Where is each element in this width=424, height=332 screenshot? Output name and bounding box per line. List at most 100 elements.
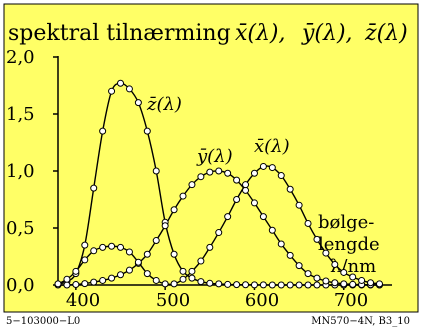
data-point-x-bar <box>108 242 116 250</box>
data-point-z-bar <box>81 241 89 249</box>
data-point-y-bar <box>161 222 169 230</box>
data-point-y-bar <box>63 281 71 289</box>
series-label-z: z̄(λ) <box>146 94 182 115</box>
chart-title-symbol-x: x̄(λ), <box>235 21 286 46</box>
data-point-z-bar <box>197 278 205 286</box>
data-point-z-bar <box>250 281 258 289</box>
footer-right-code: MN570−4N, B3_10 <box>311 316 410 327</box>
data-point-z-bar <box>117 79 125 87</box>
x-tick-label: 500 <box>156 290 190 311</box>
data-point-y-bar <box>215 167 223 175</box>
data-point-z-bar <box>108 87 116 95</box>
data-point-x-bar <box>125 248 133 256</box>
y-tick-label: 2,0 <box>6 47 35 68</box>
data-point-x-bar <box>242 181 250 189</box>
y-tick-label: 1,0 <box>6 161 35 182</box>
chart-title-symbol-y: ȳ(λ), <box>301 21 353 46</box>
y-tick-label: 0,5 <box>6 218 35 239</box>
data-point-x-bar <box>358 276 366 284</box>
data-point-y-bar <box>268 226 276 234</box>
x-tick-label: 700 <box>334 290 368 311</box>
data-point-z-bar <box>215 280 223 288</box>
data-point-z-bar <box>90 184 98 192</box>
data-point-x-bar <box>313 235 321 243</box>
data-point-y-bar <box>250 199 258 207</box>
data-point-z-bar <box>179 267 187 275</box>
data-point-x-bar <box>295 201 303 209</box>
data-point-y-bar <box>117 271 125 279</box>
data-point-y-bar <box>72 281 80 289</box>
data-point-z-bar <box>125 85 133 93</box>
data-point-y-bar <box>197 173 205 181</box>
data-point-y-bar <box>170 206 178 214</box>
data-point-y-bar <box>81 280 89 288</box>
data-point-x-bar <box>268 164 276 172</box>
data-point-y-bar <box>313 274 321 282</box>
data-point-x-bar <box>375 280 383 288</box>
data-point-x-bar <box>81 256 89 264</box>
data-point-y-bar <box>99 276 107 284</box>
data-point-y-bar <box>125 266 133 274</box>
data-point-x-bar <box>99 243 107 251</box>
data-point-y-bar <box>277 240 285 248</box>
data-point-x-bar <box>233 196 241 203</box>
data-point-z-bar <box>188 274 196 282</box>
data-point-x-bar <box>322 249 330 257</box>
x-tick-label: 400 <box>66 290 100 311</box>
data-point-x-bar <box>197 257 205 265</box>
data-point-z-bar <box>206 279 214 287</box>
chart-background <box>3 3 419 313</box>
data-point-x-bar <box>206 243 214 251</box>
data-point-z-bar <box>233 281 241 289</box>
series-label-y: ȳ(λ) <box>196 146 233 167</box>
data-point-z-bar <box>170 250 178 258</box>
data-point-x-bar <box>161 280 169 288</box>
data-point-x-bar <box>54 280 62 288</box>
data-point-x-bar <box>170 280 178 288</box>
data-point-y-bar <box>242 186 250 194</box>
data-point-y-bar <box>224 169 232 177</box>
data-point-x-bar <box>215 229 223 237</box>
data-point-x-bar <box>367 279 375 287</box>
data-point-z-bar <box>242 281 250 289</box>
data-point-z-bar <box>313 281 321 289</box>
data-point-x-bar <box>304 219 312 227</box>
data-point-z-bar <box>143 127 151 135</box>
data-point-y-bar <box>304 270 312 278</box>
axis-label-line: bølge- <box>318 212 374 233</box>
data-point-x-bar <box>63 275 71 283</box>
data-point-x-bar <box>117 243 125 251</box>
data-point-y-bar <box>349 280 357 288</box>
data-point-x-bar <box>286 185 294 193</box>
data-point-x-bar <box>179 275 187 283</box>
series-label-x: x̄(λ) <box>254 136 290 157</box>
data-point-z-bar <box>277 281 285 289</box>
data-point-x-bar <box>188 267 196 275</box>
data-point-x-bar <box>224 213 232 221</box>
data-point-x-bar <box>72 267 80 275</box>
data-point-z-bar <box>224 280 232 288</box>
data-point-z-bar <box>286 281 294 289</box>
data-point-z-bar <box>152 167 160 175</box>
data-point-y-bar <box>331 279 339 287</box>
footer-left-code: 5−103000−L0 <box>6 316 81 327</box>
data-point-z-bar <box>304 281 312 289</box>
data-point-z-bar <box>134 99 142 107</box>
chart-title: spektral tilnærming <box>8 21 231 46</box>
data-point-y-bar <box>108 274 116 282</box>
y-tick-label: 1,5 <box>6 104 35 125</box>
data-point-y-bar <box>340 280 348 288</box>
data-point-z-bar <box>259 281 267 289</box>
series-layer <box>54 79 383 289</box>
data-point-z-bar <box>295 281 303 289</box>
data-point-y-bar <box>286 251 294 259</box>
y-tick-label: 0,0 <box>6 275 35 296</box>
data-point-y-bar <box>143 250 151 258</box>
data-point-x-bar <box>277 172 285 180</box>
data-point-z-bar <box>99 127 107 135</box>
data-point-x-bar <box>259 162 267 170</box>
data-point-y-bar <box>152 237 160 245</box>
data-point-x-bar <box>152 276 160 284</box>
data-point-y-bar <box>206 168 214 176</box>
